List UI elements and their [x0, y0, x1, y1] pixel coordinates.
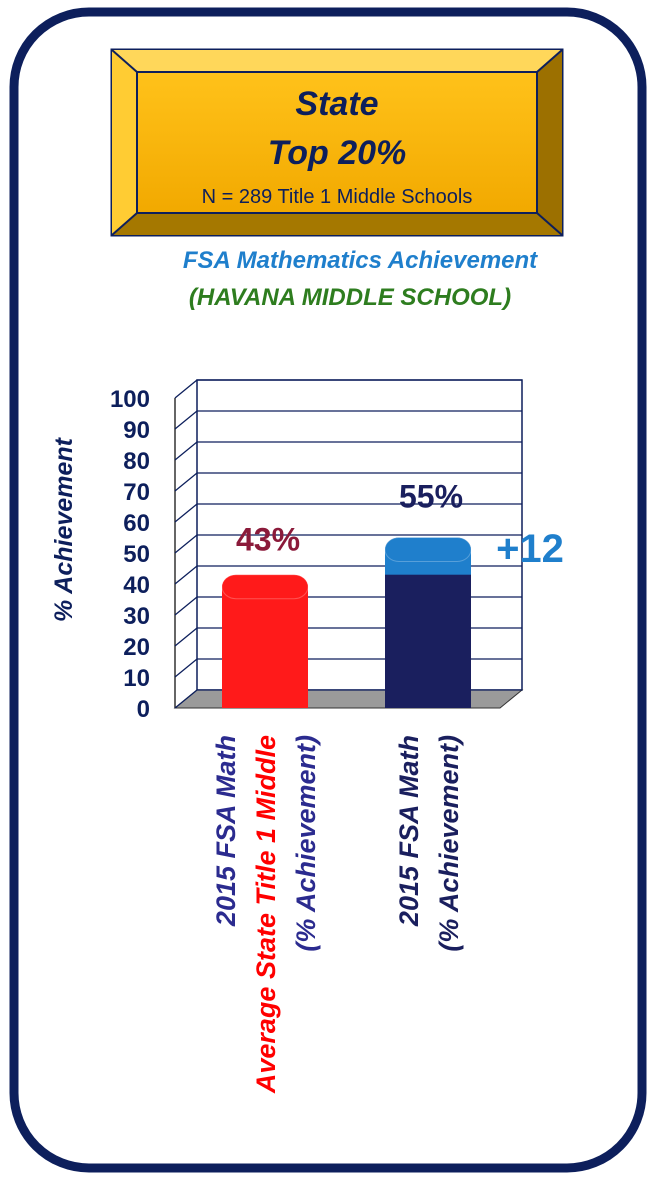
- y-axis-title: % Achievement: [50, 436, 78, 622]
- banner-note: N = 289 Title 1 Middle Schools: [202, 186, 473, 208]
- bar-cap: [221, 574, 309, 600]
- y-tick-label: 90: [123, 417, 150, 444]
- bar-body: [222, 584, 308, 708]
- banner: [110, 48, 564, 237]
- x-tick-label: Average State Title 1 Middle: [251, 735, 281, 1094]
- banner-subtitle: Top 20%: [268, 134, 407, 172]
- x-tick-label: (% Achievement): [291, 735, 321, 952]
- grid-line: [174, 472, 522, 492]
- x-tick-label: (% Achievement): [434, 735, 464, 952]
- y-tick-label: 20: [123, 634, 150, 661]
- y-tick-label: 10: [123, 665, 150, 692]
- grid-line: [174, 379, 522, 399]
- y-tick-label: 0: [137, 696, 150, 723]
- value-label: 55%: [399, 479, 463, 515]
- y-tick-label: 70: [123, 479, 150, 506]
- bar: [221, 574, 309, 708]
- x-tick-label: 2015 FSA Math: [394, 735, 424, 927]
- value-label: 43%: [236, 522, 300, 558]
- y-tick-label: 40: [123, 572, 150, 599]
- grid-line: [174, 534, 522, 554]
- y-tick-label: 100: [110, 386, 150, 413]
- grid-line: [174, 503, 522, 523]
- grid-line: [174, 410, 522, 430]
- chart-title: FSA Mathematics Achievement: [183, 247, 538, 274]
- chart-subtitle: (HAVANA MIDDLE SCHOOL): [189, 284, 511, 311]
- y-tick-label: 80: [123, 448, 150, 475]
- grid-line: [174, 441, 522, 461]
- y-tick-label: 60: [123, 510, 150, 537]
- difference-label: +12: [496, 527, 564, 571]
- gain-segment-cap: [384, 537, 472, 562]
- banner-title: State: [295, 85, 378, 123]
- x-tick-label: 2015 FSA Math: [211, 735, 241, 927]
- y-tick-label: 30: [123, 603, 150, 630]
- y-tick-label: 50: [123, 541, 150, 568]
- gain-segment: [384, 537, 472, 575]
